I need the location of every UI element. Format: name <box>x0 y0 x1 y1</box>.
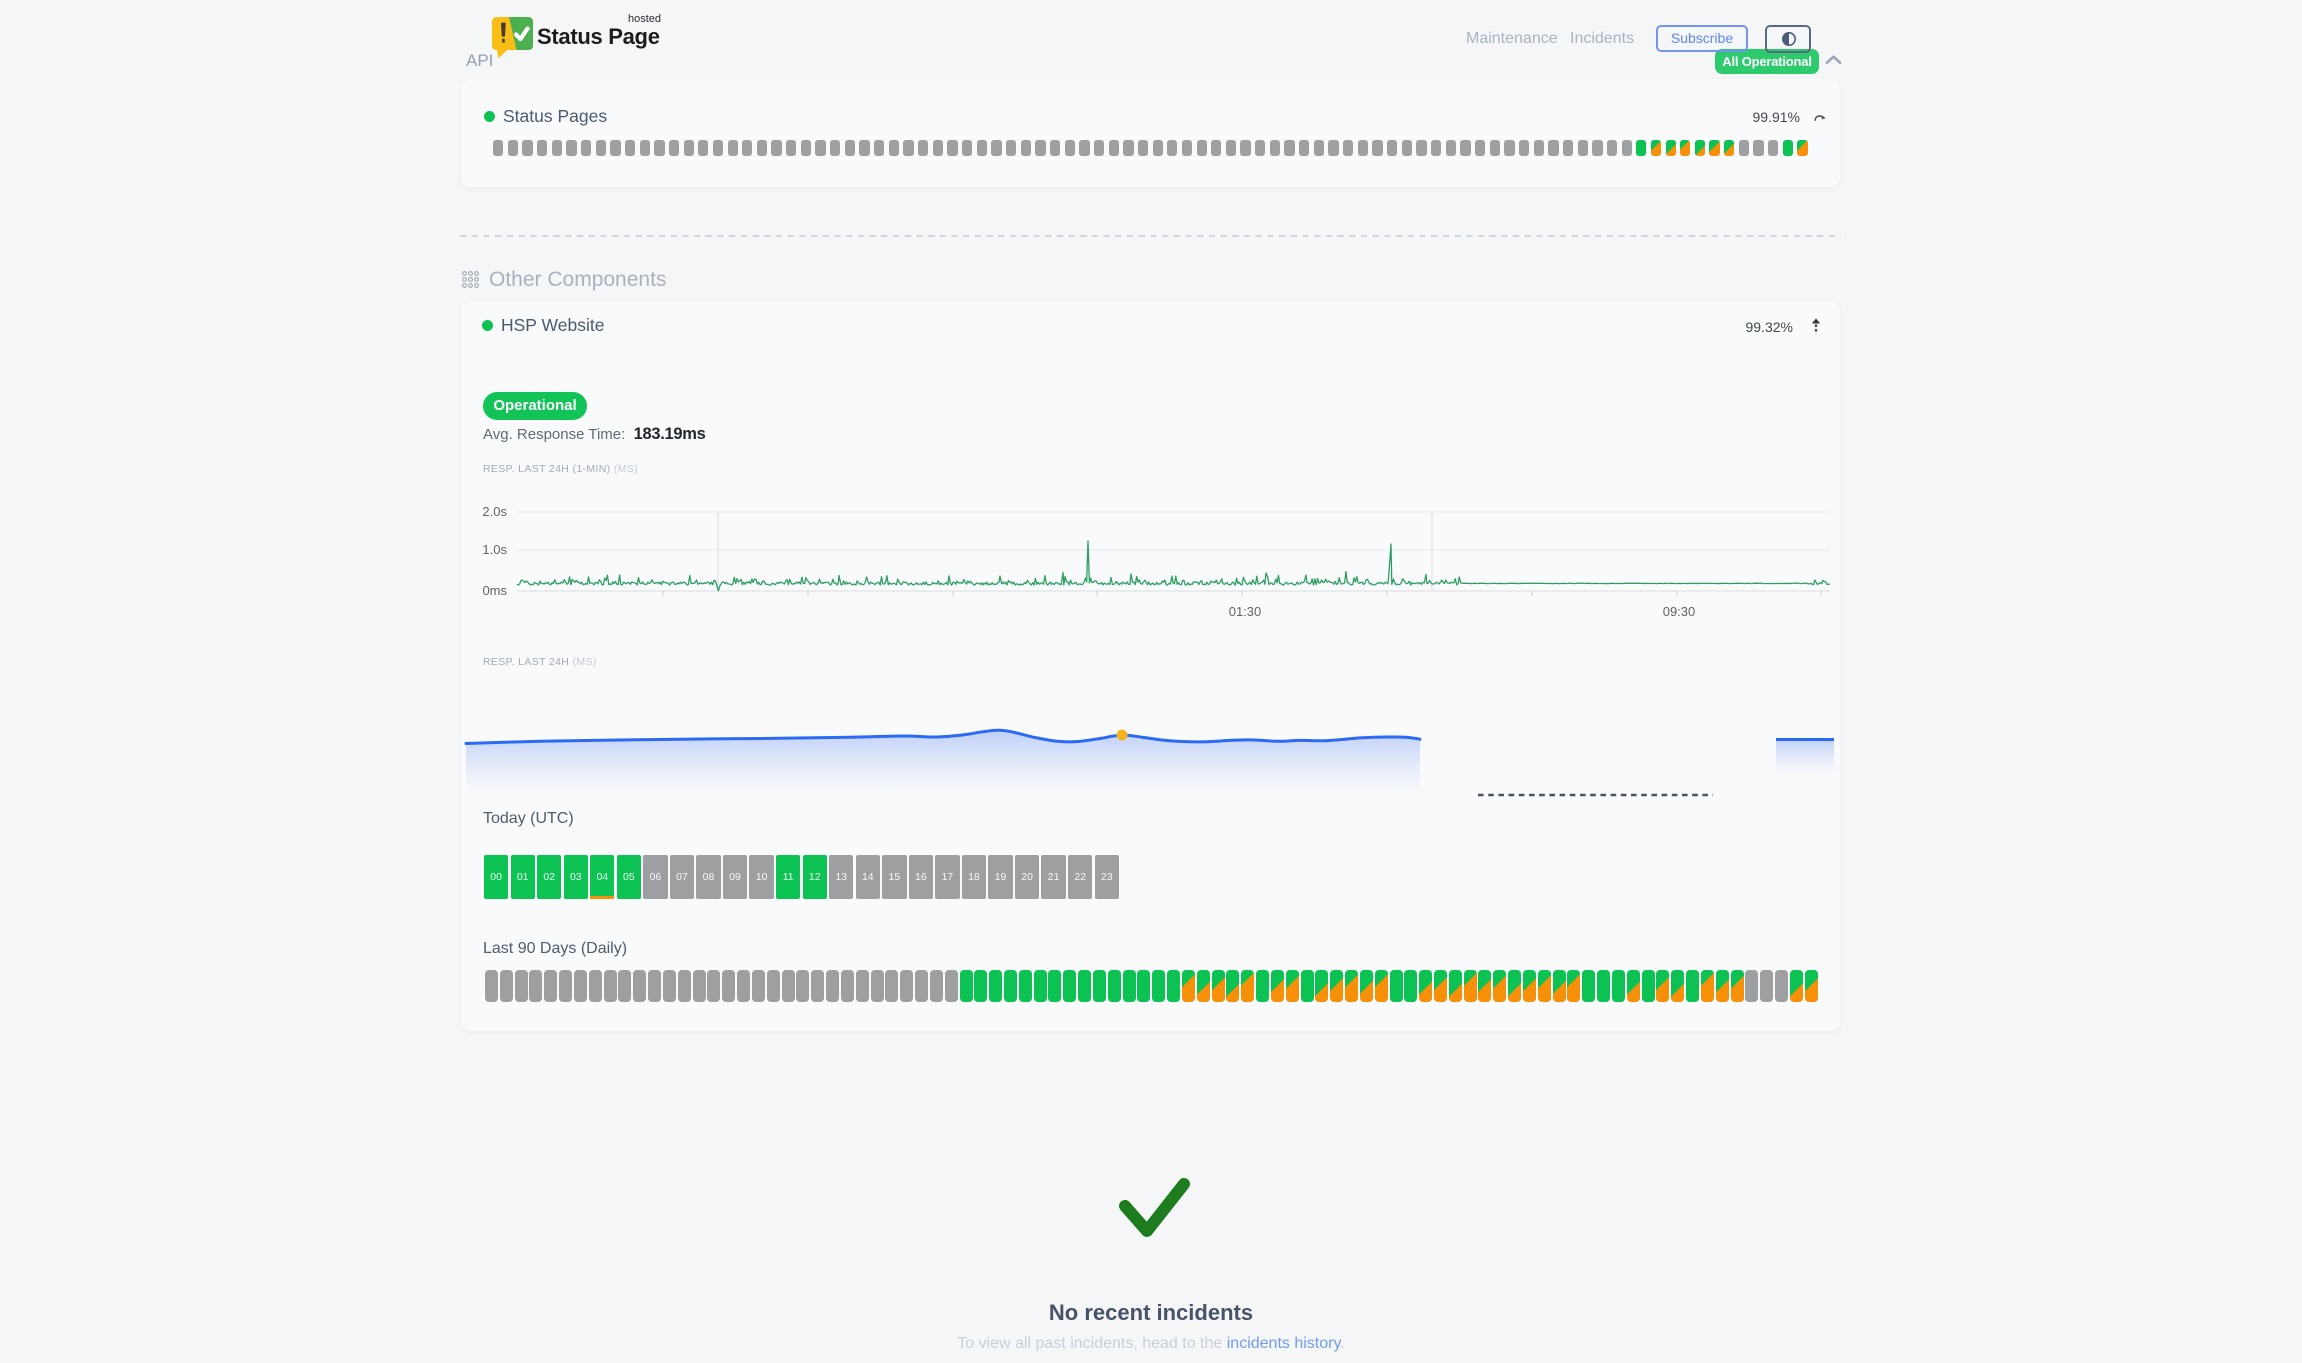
svg-text:2.0s: 2.0s <box>482 504 507 519</box>
svg-text:1.0s: 1.0s <box>482 542 507 557</box>
svg-text:0ms: 0ms <box>482 583 507 598</box>
svg-text:01:30: 01:30 <box>1229 604 1262 619</box>
svg-text:09:30: 09:30 <box>1663 604 1696 619</box>
